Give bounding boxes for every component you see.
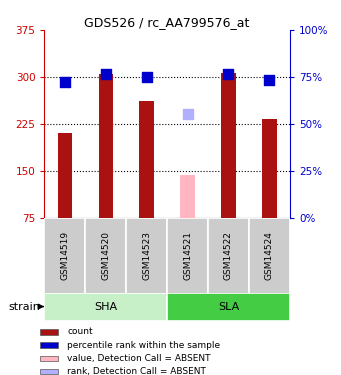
Bar bbox=[99, 74, 113, 217]
Bar bbox=[40, 329, 58, 334]
Bar bbox=[40, 342, 58, 348]
Bar bbox=[44, 292, 167, 321]
Point bbox=[103, 71, 108, 77]
Text: SLA: SLA bbox=[218, 302, 239, 312]
Bar bbox=[180, 175, 195, 217]
Text: rank, Detection Call = ABSENT: rank, Detection Call = ABSENT bbox=[67, 367, 206, 375]
Bar bbox=[208, 217, 249, 294]
Bar bbox=[126, 217, 167, 294]
Point bbox=[62, 79, 68, 85]
Bar bbox=[58, 133, 72, 218]
Bar bbox=[139, 100, 154, 218]
Point bbox=[267, 77, 272, 83]
Bar bbox=[40, 369, 58, 374]
Text: SHA: SHA bbox=[94, 302, 117, 312]
Text: count: count bbox=[67, 327, 93, 336]
Bar bbox=[167, 292, 290, 321]
Bar bbox=[262, 119, 277, 218]
Point bbox=[226, 71, 231, 77]
Bar bbox=[221, 72, 236, 217]
Text: value, Detection Call = ABSENT: value, Detection Call = ABSENT bbox=[67, 354, 211, 363]
Text: percentile rank within the sample: percentile rank within the sample bbox=[67, 340, 220, 350]
Bar bbox=[249, 217, 290, 294]
Text: GSM14519: GSM14519 bbox=[60, 231, 69, 280]
Text: GSM14520: GSM14520 bbox=[101, 231, 110, 280]
Text: GSM14522: GSM14522 bbox=[224, 231, 233, 280]
Bar bbox=[167, 217, 208, 294]
Point bbox=[144, 74, 149, 80]
Bar bbox=[85, 217, 126, 294]
Title: GDS526 / rc_AA799576_at: GDS526 / rc_AA799576_at bbox=[85, 16, 250, 29]
Bar bbox=[44, 217, 85, 294]
Text: GSM14523: GSM14523 bbox=[142, 231, 151, 280]
Bar bbox=[40, 356, 58, 361]
Text: GSM14521: GSM14521 bbox=[183, 231, 192, 280]
Point bbox=[185, 111, 190, 117]
Text: strain: strain bbox=[9, 302, 40, 312]
Text: GSM14524: GSM14524 bbox=[265, 231, 274, 280]
